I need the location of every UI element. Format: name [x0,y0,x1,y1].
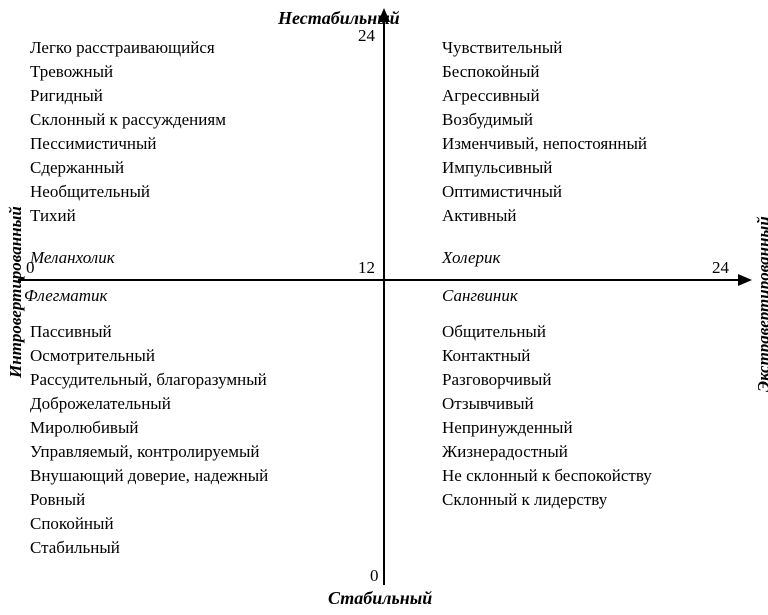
x-axis-arrow-icon [738,274,752,286]
trait-item: Спокойный [30,512,268,536]
temperament-choleric: Холерик [442,248,500,268]
trait-item: Пассивный [30,320,268,344]
axis-label-left: Интровертированный [6,206,26,378]
trait-item: Разговорчивый [442,368,652,392]
x-axis [18,279,740,281]
trait-item: Импульсивный [442,156,647,180]
trait-item: Склонный к лидерству [442,488,652,512]
temperament-phlegmatic: Флегматик [24,286,108,306]
trait-item: Тихий [30,204,226,228]
trait-item: Ровный [30,488,268,512]
trait-item: Чувствительный [442,36,647,60]
tick-y-bottom: 0 [370,566,379,586]
quadrant-bottom-left-traits: ПассивныйОсмотрительныйРассудительный, б… [30,320,268,560]
tick-x-right: 24 [712,258,729,278]
tick-y-top: 24 [358,26,375,46]
axis-label-top: Нестабильный [278,8,400,29]
temperament-melancholic: Меланхолик [30,248,115,268]
trait-item: Отзывчивый [442,392,652,416]
trait-item: Стабильный [30,536,268,560]
trait-item: Внушающий доверие, надежный [30,464,268,488]
tick-x-center: 12 [358,258,375,278]
trait-item: Жизнерадостный [442,440,652,464]
y-axis [383,20,385,585]
axis-label-right: Экстравертированный [754,216,768,392]
trait-item: Склонный к рассуждениям [30,108,226,132]
trait-item: Сдержанный [30,156,226,180]
trait-item: Возбудимый [442,108,647,132]
trait-item: Ригидный [30,84,226,108]
quadrant-top-right-traits: ЧувствительныйБеспокойныйАгрессивныйВозб… [442,36,647,228]
axis-label-bottom: Стабильный [328,588,432,609]
trait-item: Активный [442,204,647,228]
trait-item: Миролюбивый [30,416,268,440]
trait-item: Не склонный к беспокойству [442,464,652,488]
trait-item: Агрессивный [442,84,647,108]
trait-item: Рассудительный, благоразумный [30,368,268,392]
trait-item: Изменчивый, непостоянный [442,132,647,156]
trait-item: Необщительный [30,180,226,204]
quadrant-bottom-right-traits: ОбщительныйКонтактныйРазговорчивыйОтзывч… [442,320,652,512]
trait-item: Общительный [442,320,652,344]
eysenck-quadrant-diagram: { "diagram": { "type": "quadrant", "back… [0,0,768,615]
temperament-sanguine: Сангвиник [442,286,518,306]
trait-item: Непринужденный [442,416,652,440]
trait-item: Тревожный [30,60,226,84]
trait-item: Управляемый, контролируемый [30,440,268,464]
trait-item: Оптимистичный [442,180,647,204]
quadrant-top-left-traits: Легко расстраивающийсяТревожныйРигидныйС… [30,36,226,228]
trait-item: Пессимистичный [30,132,226,156]
trait-item: Легко расстраивающийся [30,36,226,60]
trait-item: Доброжелательный [30,392,268,416]
trait-item: Осмотрительный [30,344,268,368]
trait-item: Беспокойный [442,60,647,84]
trait-item: Контактный [442,344,652,368]
